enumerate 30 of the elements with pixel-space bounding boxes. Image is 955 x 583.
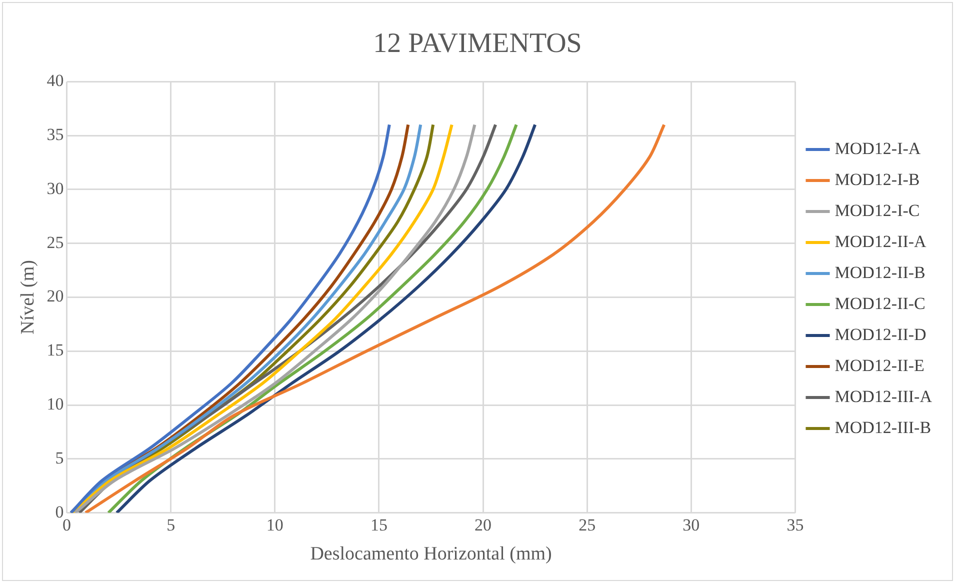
- y-tick-label: 10: [46, 394, 64, 414]
- y-tick-label: 20: [46, 286, 64, 306]
- legend-label: MOD12-II-A: [834, 232, 928, 251]
- legend-label: MOD12-I-C: [834, 200, 920, 220]
- x-tick-label: 25: [578, 515, 596, 534]
- legend-label: MOD12-I-B: [834, 170, 920, 189]
- legend-label: MOD12-II-B: [834, 262, 926, 282]
- y-tick-label: 25: [46, 232, 64, 252]
- line-series: [84, 123, 666, 513]
- chart-title: 12 PAVIMENTOS: [373, 28, 582, 60]
- x-axis-title: Deslocamento Horizontal (mm): [310, 544, 552, 565]
- legend-label: MOD12-III-B: [834, 418, 932, 437]
- y-tick-label: 5: [55, 448, 64, 468]
- x-tick-label: 20: [474, 515, 492, 534]
- y-tick-label: 30: [46, 178, 64, 198]
- y-tick-label: 35: [46, 124, 64, 144]
- x-tick-label: 15: [370, 515, 388, 534]
- legend-label: MOD12-III-A: [834, 386, 933, 406]
- y-tick-label: 15: [46, 340, 64, 360]
- x-tick-label: 5: [166, 515, 176, 534]
- y-tick-label: 0: [55, 502, 64, 522]
- legend-label: MOD12-II-C: [834, 294, 926, 313]
- x-tick-label: 10: [266, 515, 284, 534]
- y-tick-label: 40: [46, 71, 64, 90]
- y-axis-title: Nível (m): [17, 260, 38, 334]
- x-tick-label: 35: [786, 515, 804, 534]
- x-tick-label: 30: [682, 515, 700, 534]
- legend-label: MOD12-I-A: [834, 138, 922, 158]
- legend-label: MOD12-II-E: [834, 356, 924, 375]
- legend-label: MOD12-II-D: [834, 324, 926, 344]
